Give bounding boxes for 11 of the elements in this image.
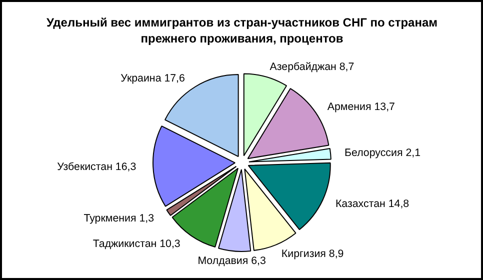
slice-label: Украина 17,6 bbox=[120, 72, 186, 84]
slice-label: Азербайджан 8,7 bbox=[270, 61, 354, 74]
slice-label: Молдавия 6,3 bbox=[198, 255, 266, 268]
slice-label: Армения 13,7 bbox=[327, 101, 396, 114]
chart-title: Удельный вес иммигрантов из стран-участников СНГ по странам прежнего проживания, процентов bbox=[46, 16, 438, 46]
slice-label: Казахстан 14,8 bbox=[335, 198, 410, 210]
slice-label: Белоруссия 2,1 bbox=[344, 146, 421, 159]
slice-label: Туркмения 1,3 bbox=[84, 212, 154, 224]
slice-label: Таджикистан 10,3 bbox=[92, 238, 180, 250]
slice-label: Киргизия 8,9 bbox=[281, 248, 344, 260]
slice-label: Узбекистан 16,3 bbox=[57, 161, 136, 174]
